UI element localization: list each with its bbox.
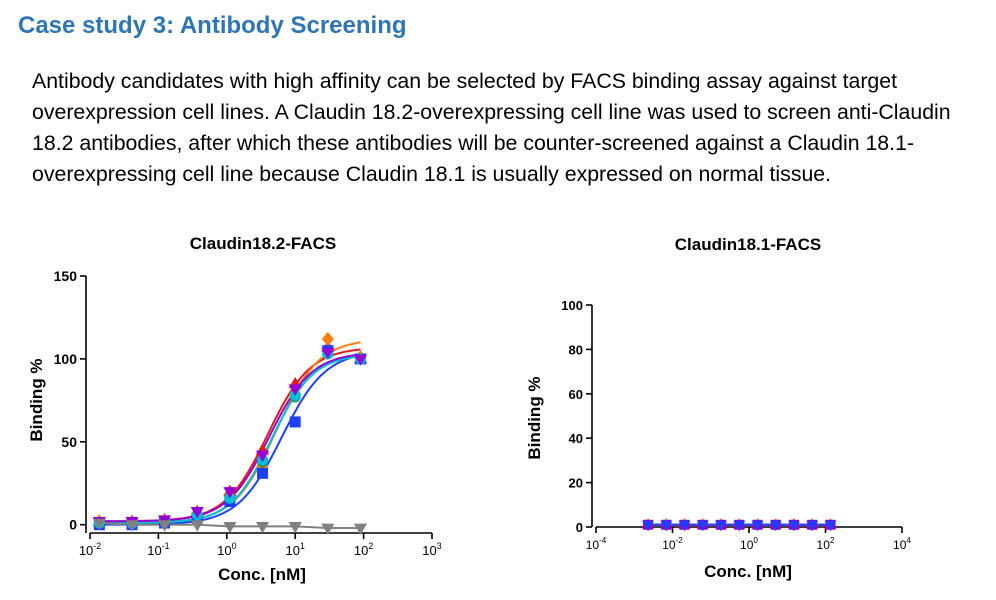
description-paragraph: Antibody candidates with high affinity c… bbox=[32, 69, 951, 186]
x-tick-label: 104 bbox=[893, 536, 911, 552]
x-tick-label: 10-2 bbox=[662, 536, 683, 552]
y-tick-label: 100 bbox=[561, 298, 583, 313]
chart-claudin18-1: Claudin18.1-FACS 0 20 40 60 80 100 Binding % 10-… bbox=[525, 235, 911, 581]
x-tick-label: 102 bbox=[817, 536, 835, 552]
data-point bbox=[660, 520, 673, 532]
data-point bbox=[223, 487, 237, 499]
data-point bbox=[321, 523, 335, 535]
chart-title: Claudin18.1-FACS bbox=[675, 235, 821, 254]
y-tick-label: 20 bbox=[569, 476, 583, 491]
x-tick-label: 100 bbox=[217, 541, 236, 558]
data-point bbox=[223, 521, 237, 534]
y-tick-label: 60 bbox=[569, 387, 583, 402]
x-tick-label: 100 bbox=[740, 536, 758, 552]
x-axis-label: Conc. [nM] bbox=[218, 565, 306, 584]
data-point bbox=[714, 520, 727, 532]
y-tick-label: 150 bbox=[54, 268, 78, 284]
data-point bbox=[642, 520, 655, 532]
data-point bbox=[353, 523, 368, 535]
y-tick-label: 0 bbox=[69, 517, 77, 533]
data-point bbox=[678, 520, 691, 532]
x-tick-label: 101 bbox=[286, 541, 305, 558]
data-point bbox=[806, 520, 819, 532]
y-tick-label: 0 bbox=[576, 520, 583, 535]
page-title: Case study 3: Antibody Screening bbox=[18, 12, 407, 39]
data-point bbox=[255, 450, 270, 462]
y-tick-label: 100 bbox=[54, 351, 78, 367]
data-point bbox=[157, 520, 172, 532]
x-axis-label: Conc. [nM] bbox=[704, 562, 792, 581]
data-point bbox=[787, 520, 800, 532]
data-point bbox=[321, 347, 335, 360]
data-point bbox=[92, 518, 106, 530]
y-axis-label: Binding % bbox=[525, 376, 544, 459]
data-point bbox=[321, 331, 334, 347]
x-tick-label: 10-4 bbox=[586, 536, 607, 552]
x-tick-label: 102 bbox=[354, 541, 373, 558]
data-point bbox=[255, 521, 270, 534]
data-point bbox=[353, 354, 368, 366]
chart-claudin18-2: Claudin18.2-FACS 0 50 100 150 Binding % 10-2 10… bbox=[27, 234, 442, 584]
data-point bbox=[288, 384, 302, 396]
y-tick-label: 50 bbox=[61, 434, 77, 450]
y-axis-label: Binding % bbox=[27, 358, 46, 441]
data-point bbox=[289, 416, 301, 428]
data-point bbox=[288, 521, 302, 534]
data-point bbox=[769, 520, 782, 532]
data-point bbox=[824, 520, 837, 532]
data-point bbox=[257, 467, 269, 479]
data-point bbox=[696, 520, 709, 532]
x-tick-label: 10-1 bbox=[147, 541, 169, 558]
y-tick-label: 80 bbox=[569, 342, 583, 357]
x-tick-label: 10-2 bbox=[79, 541, 101, 558]
data-point bbox=[751, 520, 764, 532]
x-tick-label: 103 bbox=[422, 541, 441, 558]
data-point bbox=[190, 520, 204, 532]
y-tick-label: 40 bbox=[569, 431, 583, 446]
data-point bbox=[125, 520, 139, 532]
data-point bbox=[733, 520, 746, 532]
data-point bbox=[190, 507, 204, 519]
chart-title: Claudin18.2-FACS bbox=[190, 234, 336, 253]
